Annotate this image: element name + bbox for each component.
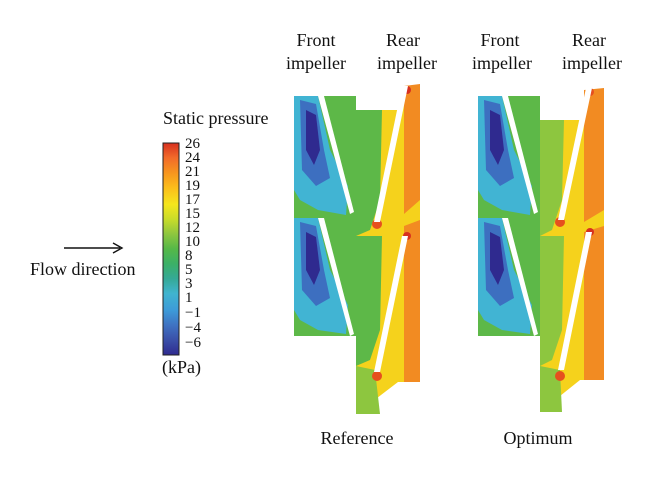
tick-label: −4 xyxy=(185,320,201,336)
tick-label: 12 xyxy=(185,220,200,236)
tick-label: 5 xyxy=(185,262,193,278)
tick-label: 17 xyxy=(185,192,200,208)
reference-rear-label-line2: impeller xyxy=(377,53,437,73)
legend-title: Static pressure xyxy=(163,108,269,128)
tick-label: −1 xyxy=(185,305,201,321)
colorbar xyxy=(162,142,180,356)
optimum-front-label-line2: impeller xyxy=(472,53,532,73)
tick-label: 26 xyxy=(185,136,200,152)
tick-label: 24 xyxy=(185,150,200,166)
reference-panel xyxy=(294,84,420,414)
tick-label: 19 xyxy=(185,178,200,194)
optimum-panel xyxy=(478,88,604,412)
reference-caption: Reference xyxy=(320,428,394,448)
flow-direction-label: Flow direction xyxy=(30,259,136,279)
optimum-rear-label-line1: Rear xyxy=(572,30,606,50)
tick-label: 21 xyxy=(185,164,200,180)
flow-arrow-icon xyxy=(64,242,124,254)
reference-front-label-line1: Front xyxy=(296,30,336,50)
tick-label: 10 xyxy=(185,234,200,250)
reference-rear-label-line1: Rear xyxy=(386,30,420,50)
tick-label: −6 xyxy=(185,335,201,351)
reference-front-label-line2: impeller xyxy=(286,53,346,73)
tick-label: 3 xyxy=(185,276,193,292)
optimum-rear-label-line2: impeller xyxy=(562,53,622,73)
optimum-caption: Optimum xyxy=(503,428,573,448)
tick-label: 8 xyxy=(185,248,193,264)
tick-label: 15 xyxy=(185,206,200,222)
tick-label: 1 xyxy=(185,290,193,306)
optimum-front-label-line1: Front xyxy=(480,30,520,50)
legend-unit: (kPa) xyxy=(162,357,201,377)
